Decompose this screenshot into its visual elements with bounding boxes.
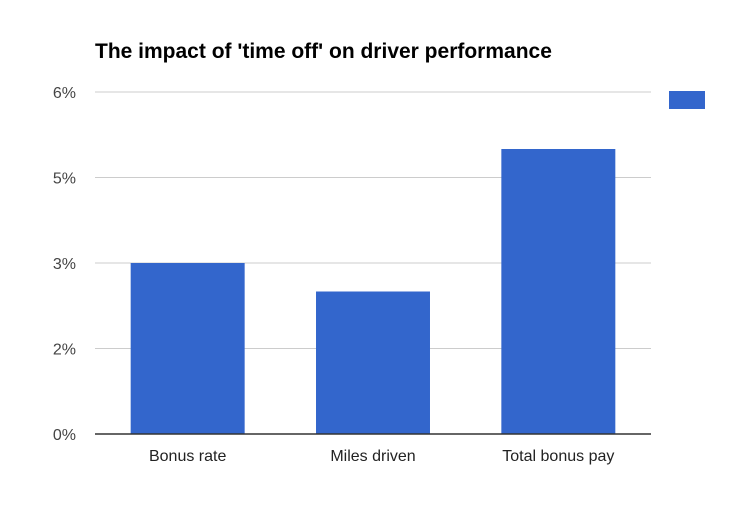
x-tick-label: Miles driven [330, 448, 415, 465]
y-tick-label: 3% [53, 256, 76, 273]
y-tick-label: 5% [53, 171, 76, 188]
y-tick-label: 2% [53, 342, 76, 359]
chart-title: The impact of 'time off' on driver perfo… [95, 40, 552, 63]
bar-miles-driven [316, 291, 430, 434]
y-tick-label: 0% [53, 427, 76, 444]
x-tick-label: Bonus rate [149, 448, 226, 465]
bar-bonus-rate [130, 263, 245, 434]
y-tick-label: 6% [53, 85, 76, 102]
legend-swatch [669, 91, 705, 109]
x-tick-label: Total bonus pay [502, 448, 614, 465]
bar-total-bonus-pay [501, 149, 616, 434]
